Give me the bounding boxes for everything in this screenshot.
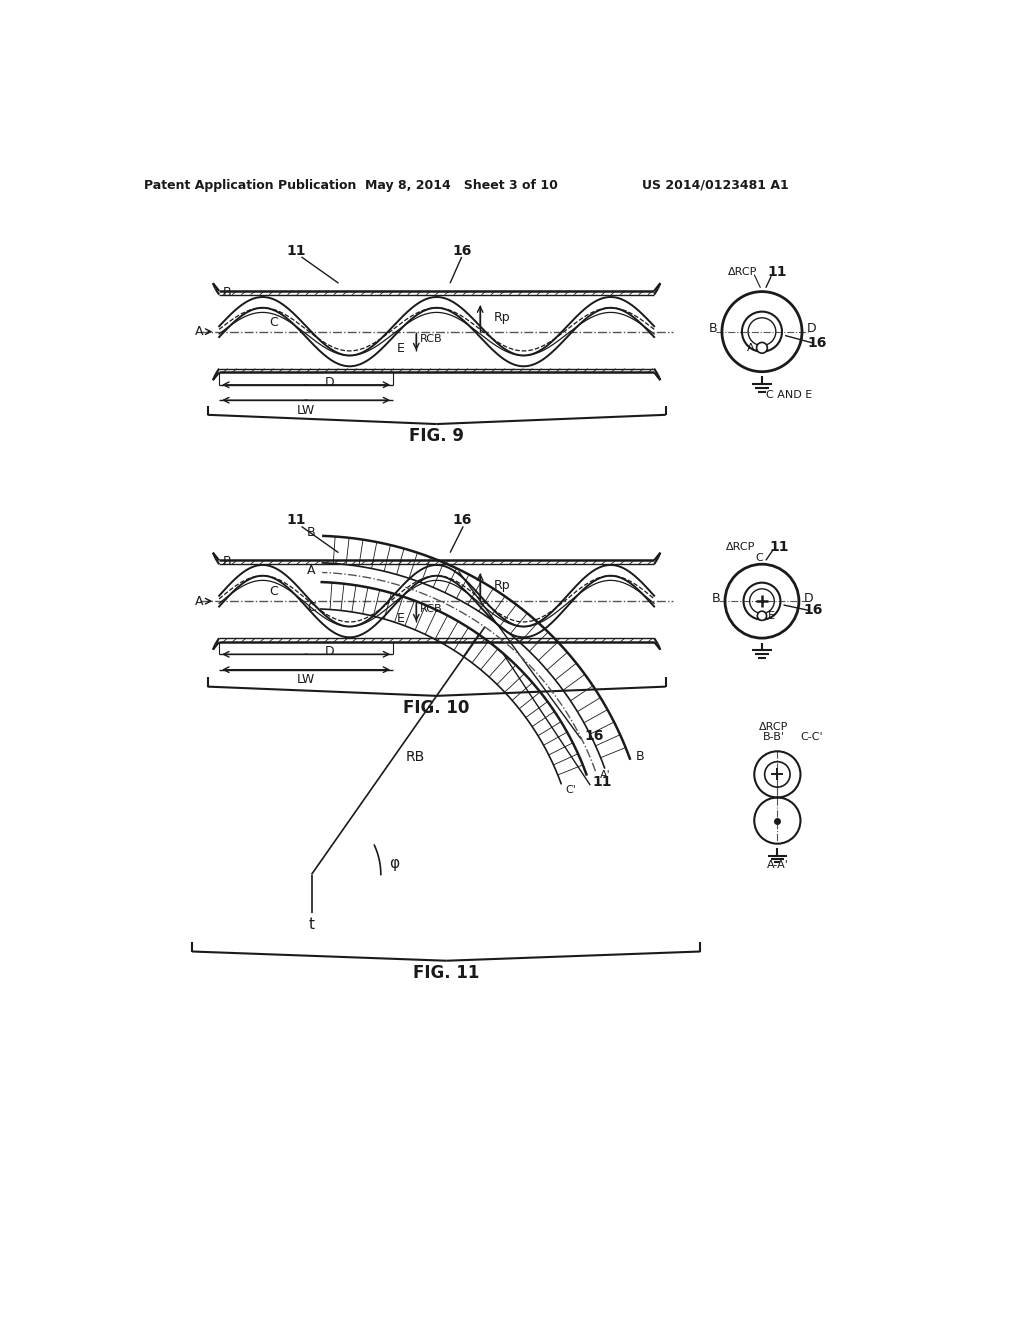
Text: A: A bbox=[307, 564, 315, 577]
Text: 16: 16 bbox=[808, 337, 827, 350]
Text: 11: 11 bbox=[769, 540, 788, 554]
Text: Rp: Rp bbox=[494, 579, 510, 593]
Text: 16: 16 bbox=[803, 603, 822, 618]
Text: LW: LW bbox=[297, 673, 315, 686]
Text: FIG. 11: FIG. 11 bbox=[413, 964, 479, 982]
Text: C: C bbox=[269, 315, 278, 329]
Text: B-B': B-B' bbox=[763, 733, 784, 742]
Text: ΔRCP: ΔRCP bbox=[726, 543, 755, 552]
Text: 11: 11 bbox=[768, 265, 787, 280]
Text: Patent Application Publication: Patent Application Publication bbox=[143, 178, 356, 191]
Text: D: D bbox=[325, 645, 334, 659]
Text: B: B bbox=[223, 286, 231, 298]
Text: 16: 16 bbox=[452, 244, 471, 257]
Text: B: B bbox=[223, 556, 231, 569]
Text: 11: 11 bbox=[593, 775, 612, 789]
Text: C AND E: C AND E bbox=[766, 389, 812, 400]
Circle shape bbox=[757, 342, 767, 354]
Text: C': C' bbox=[565, 785, 577, 795]
Text: FIG. 9: FIG. 9 bbox=[410, 428, 464, 445]
Text: B: B bbox=[307, 525, 315, 539]
Text: ΔRCP: ΔRCP bbox=[728, 268, 758, 277]
Text: D: D bbox=[325, 376, 334, 389]
Text: A': A' bbox=[600, 770, 611, 780]
Text: t: t bbox=[308, 917, 314, 932]
Text: FIG. 10: FIG. 10 bbox=[403, 700, 470, 717]
Text: D: D bbox=[804, 591, 813, 605]
Text: A-A': A-A' bbox=[766, 861, 788, 870]
Text: May 8, 2014   Sheet 3 of 10: May 8, 2014 Sheet 3 of 10 bbox=[366, 178, 558, 191]
Text: 11: 11 bbox=[287, 513, 306, 527]
Text: RCB: RCB bbox=[420, 603, 442, 614]
Text: E: E bbox=[397, 612, 404, 626]
Text: 16: 16 bbox=[452, 513, 471, 527]
Text: ΔRCP: ΔRCP bbox=[759, 722, 788, 731]
Text: C-C': C-C' bbox=[801, 733, 823, 742]
Text: Rp: Rp bbox=[494, 310, 510, 323]
Text: D: D bbox=[807, 322, 816, 335]
Text: E: E bbox=[397, 342, 404, 355]
Text: B: B bbox=[712, 591, 720, 605]
Text: 11: 11 bbox=[287, 244, 306, 257]
Text: B: B bbox=[636, 750, 645, 763]
Text: A: A bbox=[196, 594, 204, 607]
Text: φ: φ bbox=[389, 857, 399, 871]
Text: E: E bbox=[768, 611, 775, 620]
Circle shape bbox=[758, 611, 767, 620]
Text: RCB: RCB bbox=[420, 334, 442, 343]
Text: LW: LW bbox=[297, 404, 315, 417]
Text: C: C bbox=[756, 553, 764, 564]
Text: A: A bbox=[196, 325, 204, 338]
Text: B: B bbox=[709, 322, 717, 335]
Text: C: C bbox=[307, 601, 316, 614]
Text: 16: 16 bbox=[585, 729, 604, 743]
Text: US 2014/0123481 A1: US 2014/0123481 A1 bbox=[642, 178, 790, 191]
Text: RB: RB bbox=[406, 750, 425, 764]
Text: C: C bbox=[269, 585, 278, 598]
Text: A: A bbox=[746, 343, 755, 352]
